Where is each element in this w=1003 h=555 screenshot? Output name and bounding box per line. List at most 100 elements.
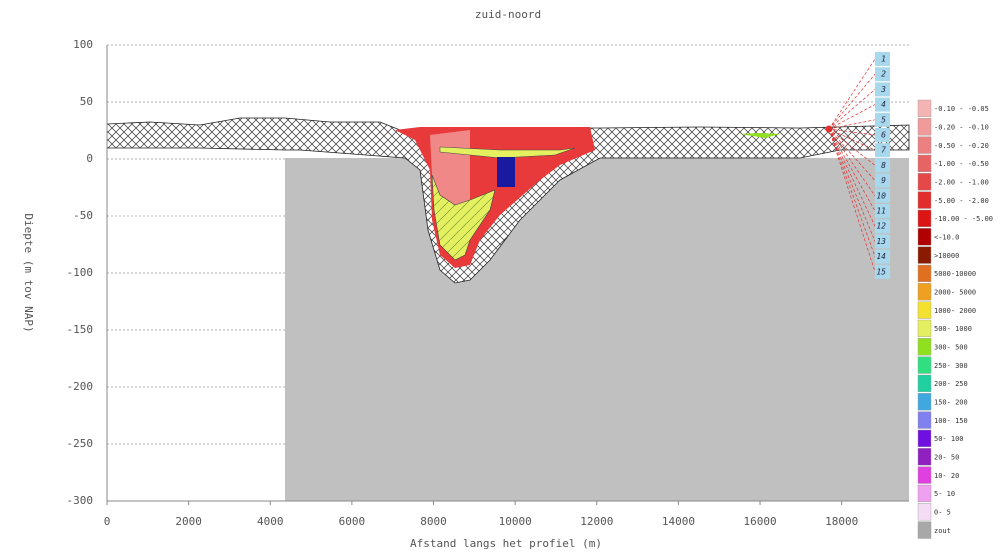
well-label: 12 bbox=[876, 222, 886, 231]
legend-swatch bbox=[917, 246, 932, 264]
y-tick-label: 0 bbox=[86, 152, 93, 165]
legend-label: 2000- 5000 bbox=[934, 289, 976, 297]
legend-swatch bbox=[917, 136, 932, 154]
legend-swatch bbox=[917, 319, 932, 338]
y-tick-label: -200 bbox=[67, 380, 94, 393]
well-label: 4 bbox=[881, 100, 886, 109]
legend-swatch bbox=[917, 228, 932, 246]
legend-label: 200- 250 bbox=[934, 380, 968, 388]
legend-swatch bbox=[917, 209, 932, 228]
legend-swatch bbox=[917, 283, 932, 301]
well-box bbox=[875, 188, 890, 203]
x-tick-label: 10000 bbox=[499, 515, 532, 528]
legend-swatch bbox=[917, 301, 932, 319]
well-box bbox=[875, 67, 890, 82]
legend-swatch bbox=[917, 374, 932, 393]
legend-label: 0- 5 bbox=[934, 509, 951, 517]
well-label: 13 bbox=[876, 237, 886, 246]
y-axis-label: Diepte (m tov NAP) bbox=[22, 213, 35, 332]
legend-swatch bbox=[917, 429, 932, 448]
well-box bbox=[875, 173, 890, 188]
well-box bbox=[875, 264, 890, 279]
chart-title: zuid-noord bbox=[475, 8, 541, 21]
well-line bbox=[828, 128, 876, 136]
legend-swatch bbox=[917, 521, 932, 539]
legend-swatch bbox=[917, 99, 932, 118]
well-label: 2 bbox=[881, 70, 886, 79]
legend-label: 5- 10 bbox=[934, 490, 955, 498]
x-tick-label: 12000 bbox=[580, 515, 613, 528]
well-label: 5 bbox=[881, 115, 886, 124]
legend-swatch bbox=[917, 338, 932, 356]
legend-swatch bbox=[917, 448, 932, 466]
legend-label: >10000 bbox=[934, 252, 959, 260]
fresh-zone bbox=[431, 174, 496, 261]
legend-label: 100- 150 bbox=[934, 417, 968, 425]
well-label: 1 bbox=[881, 55, 886, 64]
legend-label: 150- 200 bbox=[934, 399, 968, 407]
legend-label: -10.00 - -5.00 bbox=[934, 215, 993, 223]
well-box bbox=[875, 52, 890, 66]
x-tick-label: 14000 bbox=[662, 515, 695, 528]
well-box bbox=[875, 234, 890, 249]
legend-swatch bbox=[917, 466, 932, 484]
well-label: 3 bbox=[880, 85, 886, 94]
legend-label: -5.00 - -2.00 bbox=[934, 197, 989, 205]
x-tick-label: 6000 bbox=[339, 515, 366, 528]
x-tick-label: 4000 bbox=[257, 515, 284, 528]
legend-label: <-10.0 bbox=[934, 234, 959, 242]
well-label: 8 bbox=[881, 161, 886, 170]
legend-label: 1000- 2000 bbox=[934, 307, 976, 315]
legend: -0.10 - -0.05 -0.20 - -0.10 -0.50 - -0.20 -… bbox=[917, 99, 993, 539]
legend-swatch bbox=[917, 264, 932, 283]
legend-swatch bbox=[917, 411, 932, 429]
well-label: 10 bbox=[876, 191, 886, 200]
well-box bbox=[875, 97, 890, 112]
legend-label: -1.00 - -0.50 bbox=[934, 160, 989, 168]
legend-swatch bbox=[917, 393, 932, 411]
legend-label: 10- 20 bbox=[934, 472, 959, 480]
legend-label: 5000-10000 bbox=[934, 270, 976, 278]
x-tick-label: 8000 bbox=[420, 515, 447, 528]
well-line bbox=[828, 128, 876, 196]
well-line bbox=[828, 128, 876, 181]
well-line bbox=[828, 128, 876, 257]
well-line bbox=[828, 128, 876, 227]
y-tick-label: -300 bbox=[67, 494, 94, 507]
legend-label: 50- 100 bbox=[934, 435, 964, 443]
legend-label: -0.20 - -0.10 bbox=[934, 124, 989, 132]
y-tick-label: 50 bbox=[80, 95, 93, 108]
well-label: 9 bbox=[881, 176, 886, 185]
well-label: 11 bbox=[876, 207, 886, 216]
fresh-band bbox=[439, 146, 576, 159]
legend-label: zout bbox=[934, 527, 951, 535]
legend-swatch bbox=[917, 191, 932, 209]
well-box bbox=[875, 128, 890, 142]
well-line bbox=[828, 119, 876, 130]
well-box bbox=[875, 249, 890, 264]
legend-label: -0.50 - -0.20 bbox=[934, 142, 989, 150]
well-box bbox=[875, 204, 890, 218]
x-tick-label: 2000 bbox=[175, 515, 202, 528]
well-box bbox=[875, 219, 890, 234]
well-box bbox=[875, 112, 890, 127]
legend-label: 20- 50 bbox=[934, 454, 959, 462]
well-label: 6 bbox=[881, 131, 886, 140]
well-label: 15 bbox=[876, 267, 886, 276]
legend-swatch bbox=[917, 503, 932, 521]
x-tick-label: 16000 bbox=[743, 515, 776, 528]
legend-swatch bbox=[917, 356, 932, 374]
legend-label: -2.00 - -1.00 bbox=[934, 179, 989, 187]
well-line bbox=[828, 58, 876, 130]
well-label: 14 bbox=[876, 252, 886, 261]
legend-label: 500- 1000 bbox=[934, 325, 972, 333]
well-line bbox=[828, 128, 876, 212]
well-line bbox=[828, 128, 876, 242]
legend-swatch bbox=[917, 118, 932, 136]
y-tick-label: -150 bbox=[67, 323, 94, 336]
well-box bbox=[875, 82, 890, 97]
x-tick-label: 18000 bbox=[825, 515, 858, 528]
well-field bbox=[497, 157, 515, 187]
